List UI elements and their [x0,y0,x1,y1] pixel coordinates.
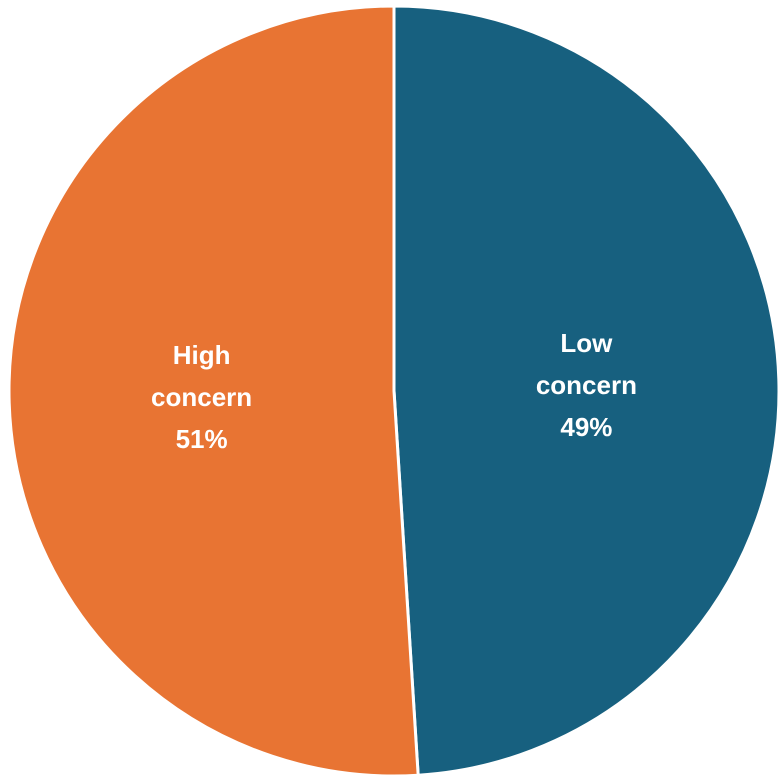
slice-value-label: 51% [176,424,228,454]
slice-label-group-0: Low concern 49% [536,328,637,442]
slice-label-group-1: High concern 51% [151,340,252,454]
slice-category-label: concern [536,370,637,400]
slice-category-label: concern [151,382,252,412]
slice-category-label: High [173,340,231,370]
slice-value-label: 49% [560,412,612,442]
slice-category-label: Low [560,328,613,358]
pie-slice-high-concern [7,4,420,778]
